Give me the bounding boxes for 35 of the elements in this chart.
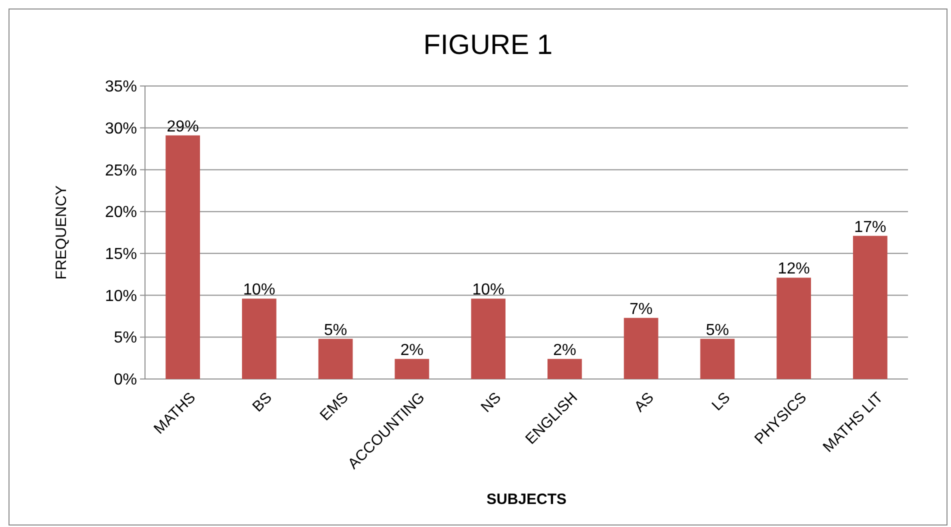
y-axis-title: FREQUENCY [53, 185, 70, 280]
bar [776, 278, 811, 379]
chart-title: FIGURE 1 [423, 29, 553, 60]
data-label: 5% [706, 322, 730, 339]
data-label: 2% [553, 342, 576, 359]
bar [853, 236, 888, 379]
x-tick-label: BS [249, 389, 276, 416]
data-label: 12% [778, 260, 810, 278]
bar [242, 298, 276, 379]
data-label: 2% [400, 342, 424, 359]
data-label: 5% [324, 322, 348, 339]
bar [318, 338, 353, 379]
y-tick-label: 10% [104, 288, 137, 305]
y-tick-label: 5% [114, 330, 137, 347]
bar [471, 298, 506, 379]
bar [394, 358, 430, 379]
data-label: 10% [472, 282, 504, 299]
data-label: 29% [166, 118, 199, 136]
bar [700, 338, 735, 379]
y-tick-label: 25% [104, 162, 137, 180]
x-tick-label: LS [708, 389, 734, 414]
y-tick-label: 0% [114, 372, 137, 389]
data-label: 17% [854, 218, 886, 236]
data-label: 10% [243, 282, 276, 299]
bar [624, 318, 658, 379]
bar [166, 135, 200, 379]
x-axis-title: SUBJECTS [486, 491, 567, 508]
x-tick-label: AS [631, 389, 658, 416]
bar [548, 358, 582, 379]
y-tick-label: 35% [104, 78, 137, 96]
y-tick-label: 30% [104, 120, 137, 138]
y-tick-label: 15% [104, 246, 137, 264]
data-label: 7% [630, 300, 653, 318]
y-tick-label: 20% [104, 204, 137, 222]
x-tick-label: NS [478, 389, 505, 416]
